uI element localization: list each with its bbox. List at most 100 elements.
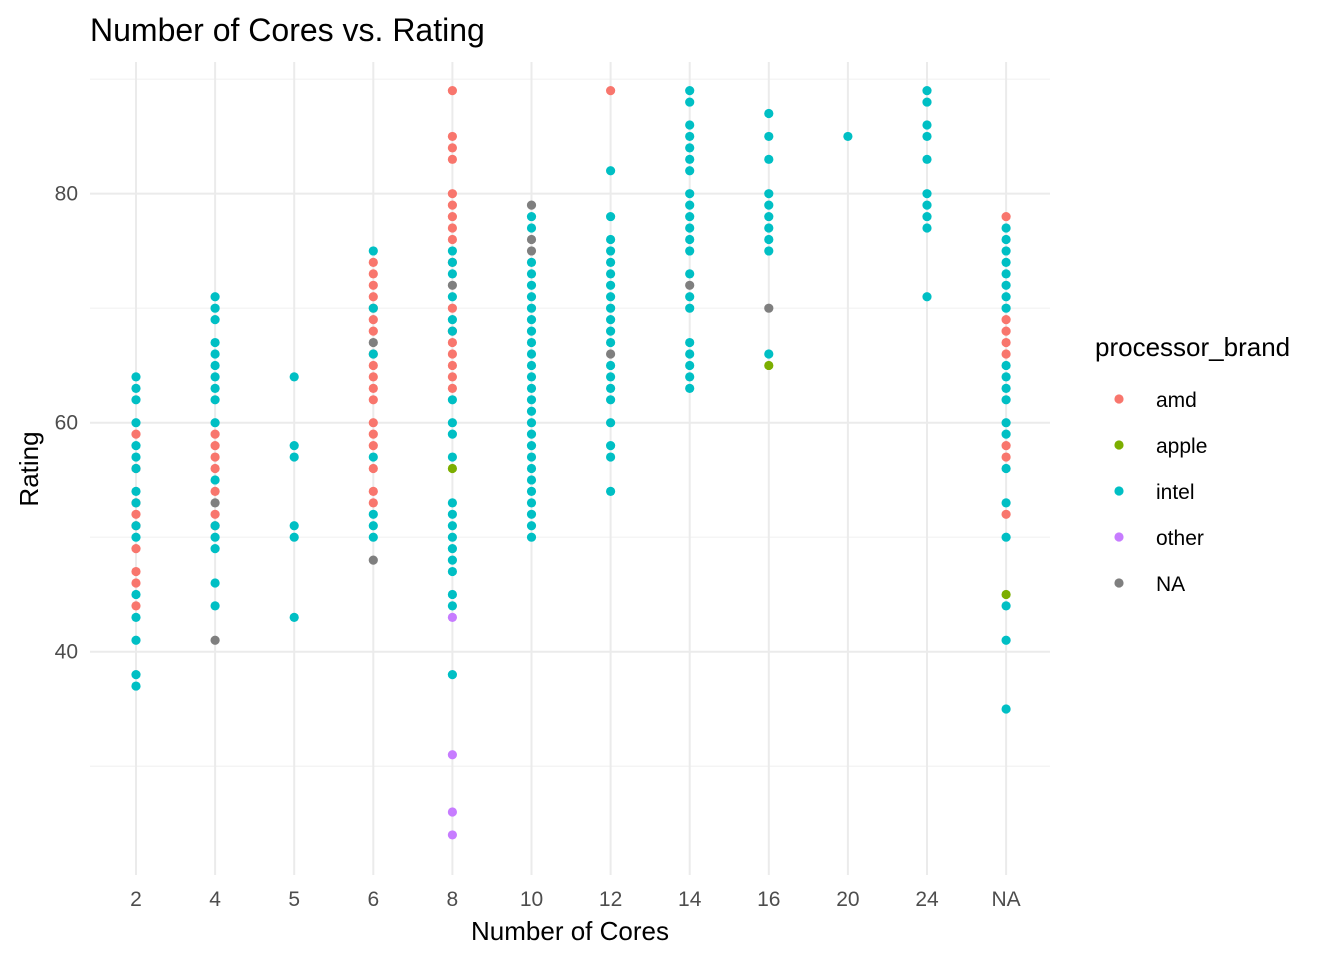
point-amd [368,326,378,336]
point-intel [526,440,537,451]
point-amd [447,337,457,348]
point-intel [526,486,537,497]
grid [90,62,1050,875]
point-intel [922,189,932,199]
point-intel [526,349,537,359]
point-intel [764,108,774,119]
point-intel [210,292,220,302]
point-apple [447,463,457,474]
point-intel [131,383,141,393]
point-intel [447,589,457,600]
point-intel [526,326,537,336]
point-intel [606,395,616,405]
x-tick-label: 2 [130,888,142,911]
point-intel [526,223,537,233]
point-intel [526,498,537,508]
point-intel [447,521,457,531]
x-tick-label: NA [992,888,1021,911]
point-amd [447,360,457,371]
point-intel [1001,704,1011,714]
x-axis-ticks: 2 4 5 6 8 10 12 14 16 20 24 NA [130,888,1021,911]
point-amd [210,463,220,474]
point-intel [447,246,457,256]
point-na [447,280,457,290]
legend-key-amd [1114,394,1124,404]
point-amd [447,131,457,142]
point-amd [210,452,220,462]
point-intel [131,532,141,542]
point-intel [1001,498,1011,508]
point-intel [526,452,537,462]
point-intel [210,372,220,382]
point-intel [1001,280,1011,290]
y-tick-label: 60 [55,412,78,435]
point-na [526,246,537,256]
point-intel [1001,372,1011,382]
point-intel [606,292,616,302]
legend: processor_brand amd apple intel other NA [1095,332,1290,596]
point-amd [368,486,378,497]
point-intel [685,131,695,142]
point-intel [526,211,537,222]
point-intel [526,315,537,325]
point-amd [447,189,457,199]
point-intel [210,418,220,428]
point-na [526,234,537,245]
point-amd [131,566,141,577]
point-intel [131,486,141,497]
point-intel [447,418,457,428]
point-intel [685,349,695,359]
point-other [447,750,457,760]
point-intel [210,601,220,611]
point-amd [447,154,457,164]
chart-title: Number of Cores vs. Rating [90,12,485,48]
x-tick-label: 4 [209,888,221,911]
point-amd [368,429,378,439]
point-intel [131,589,141,600]
point-intel [685,166,695,176]
point-intel [606,166,616,176]
point-intel [131,681,141,691]
point-intel [131,612,141,622]
point-intel [447,532,457,542]
point-amd [1001,337,1011,348]
point-intel [922,223,932,233]
point-intel [526,509,537,519]
point-intel [685,292,695,302]
point-intel [526,292,537,302]
point-amd [131,509,141,519]
point-amd [210,509,220,519]
point-intel [764,131,774,142]
point-amd [368,395,378,405]
point-intel [368,303,378,313]
point-amd [368,372,378,382]
point-intel [1001,269,1011,279]
point-intel [606,303,616,313]
x-tick-label: 20 [836,888,859,911]
point-intel [1001,418,1011,428]
point-intel [210,521,220,531]
point-amd [1001,452,1011,462]
point-intel [606,326,616,336]
point-intel [210,383,220,393]
point-intel [606,452,616,462]
point-intel [685,143,695,153]
legend-label: NA [1156,573,1185,596]
point-amd [447,143,457,153]
point-intel [685,303,695,313]
point-intel [368,349,378,359]
point-intel [764,189,774,199]
point-intel [526,257,537,267]
point-na [368,337,378,348]
point-intel [685,269,695,279]
point-intel [447,269,457,279]
x-tick-label: 12 [599,888,622,911]
point-amd [368,383,378,393]
point-other [447,612,457,622]
point-intel [526,372,537,382]
point-intel [131,498,141,508]
legend-label: other [1156,527,1204,550]
point-intel [606,383,616,393]
point-intel [606,372,616,382]
point-intel [922,200,932,210]
